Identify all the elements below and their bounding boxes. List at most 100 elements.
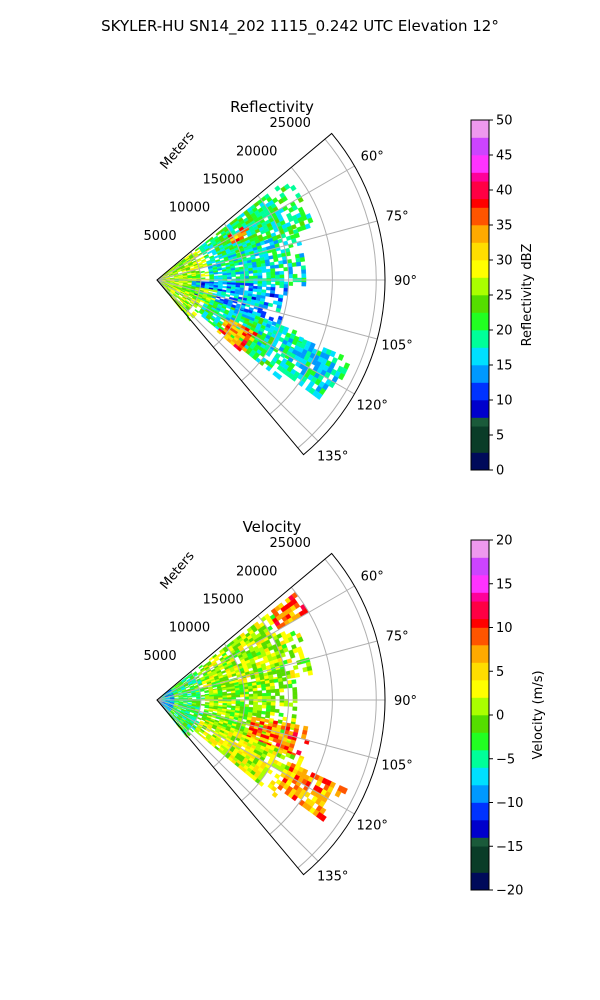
grid-arc bbox=[297, 558, 377, 869]
colorbar-tick-label: 35 bbox=[496, 219, 513, 234]
grid-radial bbox=[156, 699, 319, 862]
echo-cell bbox=[292, 664, 299, 671]
echo-cell bbox=[334, 790, 342, 798]
echo-cell bbox=[194, 308, 200, 314]
echo-cell bbox=[235, 701, 241, 705]
echo-cell bbox=[222, 282, 228, 285]
colorbar-segment bbox=[471, 435, 489, 445]
colorbar-segment bbox=[471, 548, 489, 558]
echo-cell bbox=[261, 283, 267, 288]
radial-tick-label: 15000 bbox=[202, 172, 243, 187]
echo-cell bbox=[222, 276, 228, 280]
echo-cell bbox=[265, 292, 271, 297]
echo-cell bbox=[299, 257, 306, 263]
echo-cell bbox=[236, 346, 243, 352]
colorbar-segment bbox=[471, 216, 489, 226]
echo-cell bbox=[270, 274, 276, 279]
echo-cell bbox=[278, 260, 284, 265]
colorbar-segment bbox=[471, 225, 489, 235]
echo-region bbox=[277, 762, 348, 822]
echo-cell bbox=[266, 286, 271, 291]
colorbar-segment bbox=[471, 671, 489, 681]
echo-cell bbox=[268, 316, 274, 322]
colorbar-tick-label: 20 bbox=[496, 534, 513, 549]
echo-cell bbox=[248, 688, 254, 692]
echo-cell bbox=[239, 285, 245, 289]
echo-cell bbox=[292, 273, 298, 279]
echo-cell bbox=[277, 719, 283, 724]
echo-cell bbox=[204, 274, 210, 277]
echo-cell bbox=[275, 274, 280, 279]
echo-cell bbox=[196, 249, 202, 254]
echo-cell bbox=[288, 702, 294, 707]
colorbar-segment bbox=[471, 417, 489, 427]
echo-cell bbox=[296, 261, 302, 267]
colorbar-segment bbox=[471, 190, 489, 200]
echo-cell bbox=[257, 696, 263, 700]
velocity-colorbar: −20 −15 −10 −5 0 5 10 15 20 bbox=[470, 534, 523, 899]
grid-radial bbox=[156, 279, 378, 340]
colorbar-tick-label: 30 bbox=[496, 254, 513, 269]
echo-cell bbox=[265, 686, 271, 691]
echo-cell bbox=[283, 702, 289, 707]
echo-cell bbox=[213, 277, 219, 280]
grid-radial bbox=[156, 585, 355, 701]
colorbar-segment bbox=[471, 155, 489, 165]
angle-tick-label: 90° bbox=[394, 274, 417, 289]
echo-cell bbox=[244, 275, 250, 279]
echo-cell bbox=[279, 270, 285, 276]
echo-cell bbox=[248, 336, 255, 343]
echo-cell bbox=[283, 267, 289, 272]
echo-cell bbox=[270, 705, 276, 710]
echo-cell bbox=[266, 281, 272, 285]
velocity-radial-ticks: 5000 10000 15000 20000 25000 bbox=[144, 536, 311, 664]
colorbar-segment bbox=[471, 461, 489, 471]
colorbar-tick-label: 40 bbox=[496, 184, 513, 199]
echo-cell bbox=[252, 288, 258, 293]
echo-cell bbox=[240, 276, 245, 279]
echo-cell bbox=[253, 272, 258, 277]
colorbar-segment bbox=[471, 295, 489, 305]
echo-cell bbox=[209, 697, 215, 700]
echo-cell bbox=[218, 701, 223, 704]
colorbar-segment bbox=[471, 312, 489, 322]
echo-cell bbox=[226, 695, 232, 698]
angle-tick-label: 75° bbox=[386, 210, 409, 225]
echo-cell bbox=[238, 235, 245, 241]
echo-cell bbox=[270, 685, 276, 690]
echo-cell bbox=[209, 277, 215, 280]
echo-cell bbox=[279, 274, 285, 279]
echo-cell bbox=[300, 265, 306, 271]
echo-cell bbox=[261, 710, 267, 715]
angle-tick-label: 120° bbox=[357, 398, 388, 413]
angle-tick-label: 75° bbox=[386, 630, 409, 645]
colorbar-tick-label: −15 bbox=[496, 840, 523, 855]
radial-tick-label: 10000 bbox=[169, 621, 210, 636]
colorbar-segment bbox=[471, 198, 489, 208]
echo-cell bbox=[266, 275, 272, 279]
colorbar-segment bbox=[471, 365, 489, 375]
colorbar-segment bbox=[471, 172, 489, 182]
colorbar-segment bbox=[471, 382, 489, 392]
grid-radial bbox=[156, 699, 355, 815]
echo-cell bbox=[270, 689, 276, 693]
echo-cell bbox=[255, 717, 261, 722]
echo-cell bbox=[178, 283, 184, 285]
echo-cell bbox=[307, 670, 313, 676]
colorbar-segment bbox=[471, 653, 489, 663]
echo-cell bbox=[266, 705, 272, 709]
colorbar-tick-label: 5 bbox=[496, 429, 504, 444]
colorbar-segment bbox=[471, 758, 489, 768]
colorbar-segment bbox=[471, 137, 489, 147]
velocity-panel: Velocity Meters 5000 10000 15000 20000 25000… bbox=[144, 518, 546, 899]
echo-cell bbox=[239, 271, 245, 275]
echo-cell bbox=[235, 692, 241, 696]
echo-cell bbox=[341, 786, 348, 795]
colorbar-segment bbox=[471, 715, 489, 725]
colorbar-segment bbox=[471, 610, 489, 620]
echo-cell bbox=[270, 695, 276, 700]
echo-cell bbox=[261, 702, 267, 706]
radial-tick-label: 25000 bbox=[270, 536, 311, 551]
echo-cell bbox=[235, 276, 241, 280]
echo-cell bbox=[198, 664, 204, 670]
